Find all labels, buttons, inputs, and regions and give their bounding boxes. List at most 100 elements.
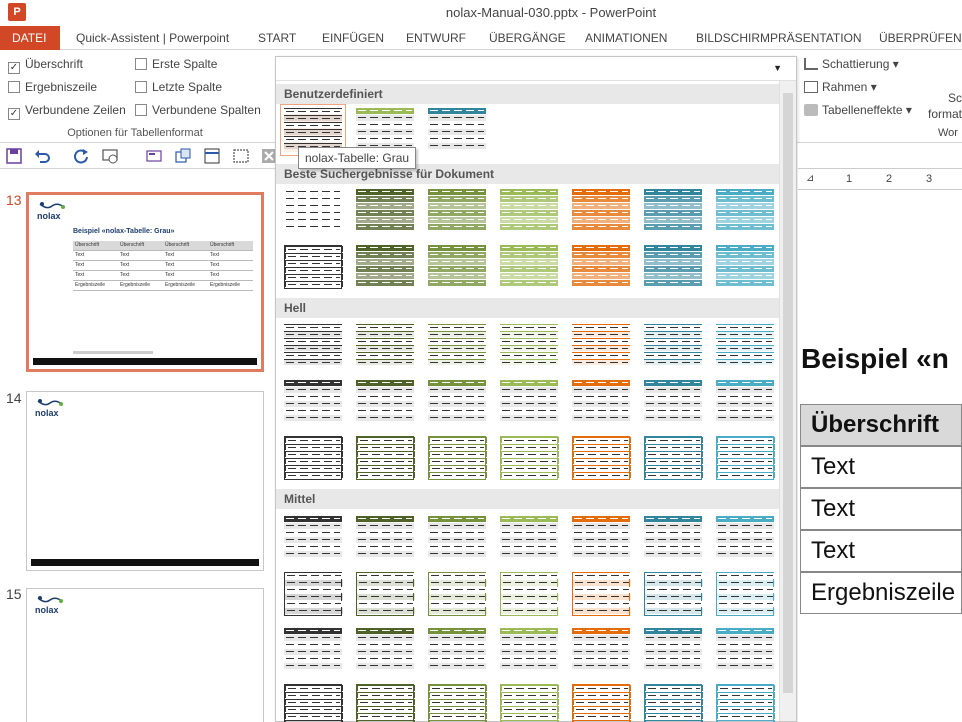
- table-style-swatch[interactable]: [716, 245, 774, 289]
- table-style-swatch[interactable]: [284, 245, 343, 289]
- table-style-swatch[interactable]: [644, 189, 702, 233]
- table-style-swatch[interactable]: [428, 245, 486, 289]
- slide-thumbnails-panel[interactable]: 13 nolax Beispiel «nolax-Tabelle: Grau» …: [0, 170, 270, 722]
- table-style-swatch[interactable]: [716, 380, 774, 424]
- table-style-swatch[interactable]: [500, 324, 558, 368]
- option-last-column[interactable]: Letzte Spalte: [135, 80, 222, 94]
- table-style-swatch[interactable]: [356, 628, 414, 672]
- table-style-swatch[interactable]: [644, 436, 703, 480]
- slide-thumbnail-13[interactable]: nolax Beispiel «nolax-Tabelle: Grau» Übe…: [26, 192, 264, 372]
- table-style-swatch[interactable]: [356, 324, 414, 368]
- option-banded-rows[interactable]: ✓ Verbundene Zeilen: [8, 103, 126, 120]
- table-total-cell[interactable]: Ergebniszeile: [800, 572, 962, 614]
- table-style-swatch[interactable]: [428, 189, 486, 233]
- slide-canvas[interactable]: [798, 193, 962, 722]
- table-style-swatch[interactable]: [428, 628, 486, 672]
- table-header-cell[interactable]: Überschrift: [800, 404, 962, 446]
- table-style-swatch[interactable]: [644, 245, 702, 289]
- table-style-swatch[interactable]: [644, 380, 702, 424]
- checkbox-icon[interactable]: [8, 81, 20, 93]
- table-style-swatch[interactable]: [284, 436, 343, 480]
- table-style-swatch[interactable]: [284, 684, 343, 722]
- table-style-swatch[interactable]: [500, 245, 558, 289]
- table-style-swatch[interactable]: [284, 572, 343, 616]
- option-first-column[interactable]: Erste Spalte: [135, 57, 217, 71]
- table-style-swatch[interactable]: [572, 436, 631, 480]
- table-style-swatch[interactable]: [280, 104, 346, 156]
- dropdown-arrow-icon[interactable]: ▼: [773, 63, 782, 73]
- shading-button[interactable]: Schattierung ▾: [804, 57, 899, 71]
- tab-design[interactable]: ENTWURF: [406, 31, 466, 45]
- table-style-swatch[interactable]: [644, 628, 702, 672]
- table-style-swatch[interactable]: [572, 572, 631, 616]
- table-style-swatch[interactable]: [716, 628, 774, 672]
- table-style-swatch[interactable]: [572, 245, 630, 289]
- table-style-swatch[interactable]: [500, 436, 559, 480]
- table-style-swatch[interactable]: [716, 572, 775, 616]
- table-style-swatch[interactable]: [356, 108, 414, 152]
- table-style-swatch[interactable]: [572, 189, 630, 233]
- image-icon[interactable]: [175, 148, 191, 164]
- tab-transitions[interactable]: ÜBERGÄNGE: [489, 31, 566, 45]
- table-style-swatch[interactable]: [356, 189, 414, 233]
- table-style-swatch[interactable]: [716, 189, 774, 233]
- powerpoint-app-icon[interactable]: P: [8, 3, 26, 21]
- borders-button[interactable]: Rahmen ▾: [804, 80, 877, 94]
- tab-start[interactable]: START: [258, 31, 297, 45]
- checkbox-icon[interactable]: [135, 58, 147, 70]
- table-style-swatch[interactable]: [428, 572, 487, 616]
- table-style-swatch[interactable]: [356, 245, 414, 289]
- table-style-swatch[interactable]: [284, 380, 342, 424]
- option-header-row[interactable]: ✓ Überschrift: [8, 57, 83, 74]
- option-banded-columns[interactable]: Verbundene Spalten: [135, 103, 261, 117]
- table-style-swatch[interactable]: [572, 516, 630, 560]
- table-style-swatch[interactable]: [716, 684, 775, 722]
- table-style-swatch[interactable]: [500, 516, 558, 560]
- table-icon[interactable]: [233, 148, 249, 164]
- table-style-swatch[interactable]: [500, 380, 558, 424]
- slide-title[interactable]: Beispiel «n: [801, 343, 949, 374]
- table-style-swatch[interactable]: [428, 436, 487, 480]
- table-style-swatch[interactable]: [572, 324, 630, 368]
- table-style-swatch[interactable]: [284, 628, 342, 672]
- table-style-swatch[interactable]: [644, 516, 702, 560]
- table-style-swatch[interactable]: [356, 436, 415, 480]
- table-style-swatch[interactable]: [500, 572, 559, 616]
- redo-icon[interactable]: [73, 148, 89, 164]
- table-style-swatch[interactable]: [428, 684, 487, 722]
- tab-animations[interactable]: ANIMATIONEN: [585, 31, 668, 45]
- tab-quick-assistent[interactable]: Quick-Assistent | Powerpoint: [76, 31, 230, 45]
- table-style-swatch[interactable]: [716, 324, 774, 368]
- slide-thumbnail-15[interactable]: nolax: [26, 588, 264, 722]
- table-style-swatch[interactable]: [428, 324, 486, 368]
- table-style-swatch[interactable]: [428, 108, 486, 152]
- tab-file[interactable]: DATEI: [0, 26, 60, 50]
- table-style-swatch[interactable]: [284, 189, 342, 233]
- undo-icon[interactable]: [34, 148, 50, 164]
- save-icon[interactable]: [6, 148, 22, 164]
- table-style-swatch[interactable]: [284, 324, 342, 368]
- table-effects-button[interactable]: Tabelleneffekte ▾: [804, 103, 912, 117]
- table-style-swatch[interactable]: [716, 516, 774, 560]
- slide-thumbnail-14[interactable]: nolax: [26, 391, 264, 571]
- ruler-marker-icon[interactable]: ⊿: [806, 173, 815, 184]
- table-style-swatch[interactable]: [644, 324, 702, 368]
- checkbox-checked-icon[interactable]: ✓: [8, 108, 20, 120]
- table-style-swatch[interactable]: [356, 684, 415, 722]
- layout-icon[interactable]: [204, 148, 220, 164]
- table-style-swatch[interactable]: [572, 380, 630, 424]
- table-style-swatch[interactable]: [428, 516, 486, 560]
- table-cell[interactable]: Text: [800, 530, 962, 572]
- table-style-swatch[interactable]: [500, 684, 559, 722]
- table-style-swatch[interactable]: [500, 628, 558, 672]
- close-icon[interactable]: [261, 148, 277, 164]
- tab-review[interactable]: ÜBERPRÜFEN: [879, 31, 962, 45]
- scrollbar-thumb[interactable]: [783, 93, 793, 693]
- table-style-swatch[interactable]: [356, 572, 415, 616]
- table-style-swatch[interactable]: [284, 516, 342, 560]
- table-style-swatch[interactable]: [572, 628, 630, 672]
- table-cell[interactable]: Text: [800, 488, 962, 530]
- table-style-swatch[interactable]: [356, 516, 414, 560]
- table-style-swatch[interactable]: [500, 189, 558, 233]
- gallery-scrollbar[interactable]: [779, 81, 796, 721]
